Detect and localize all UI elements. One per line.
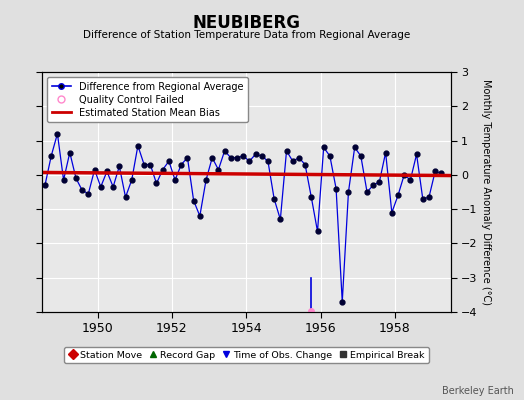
Legend: Difference from Regional Average, Quality Control Failed, Estimated Station Mean: Difference from Regional Average, Qualit… bbox=[47, 77, 248, 122]
Text: Berkeley Earth: Berkeley Earth bbox=[442, 386, 514, 396]
Text: NEUBIBERG: NEUBIBERG bbox=[192, 14, 300, 32]
Text: Difference of Station Temperature Data from Regional Average: Difference of Station Temperature Data f… bbox=[83, 30, 410, 40]
Legend: Station Move, Record Gap, Time of Obs. Change, Empirical Break: Station Move, Record Gap, Time of Obs. C… bbox=[64, 347, 429, 363]
Y-axis label: Monthly Temperature Anomaly Difference (°C): Monthly Temperature Anomaly Difference (… bbox=[482, 79, 492, 305]
